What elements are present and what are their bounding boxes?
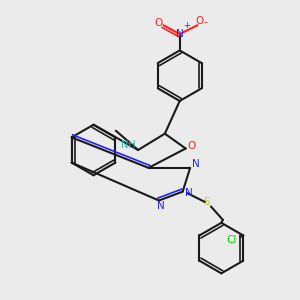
- Text: N: N: [185, 188, 193, 198]
- Text: S: S: [203, 197, 210, 207]
- Text: O: O: [187, 140, 195, 151]
- Text: O: O: [195, 16, 203, 26]
- Text: N: N: [157, 201, 164, 211]
- Text: N: N: [192, 159, 199, 169]
- Text: NH: NH: [121, 140, 136, 150]
- Text: N: N: [176, 29, 184, 39]
- Text: O: O: [154, 18, 162, 28]
- Text: -: -: [204, 17, 208, 27]
- Text: +: +: [183, 21, 190, 30]
- Text: Cl: Cl: [226, 235, 236, 245]
